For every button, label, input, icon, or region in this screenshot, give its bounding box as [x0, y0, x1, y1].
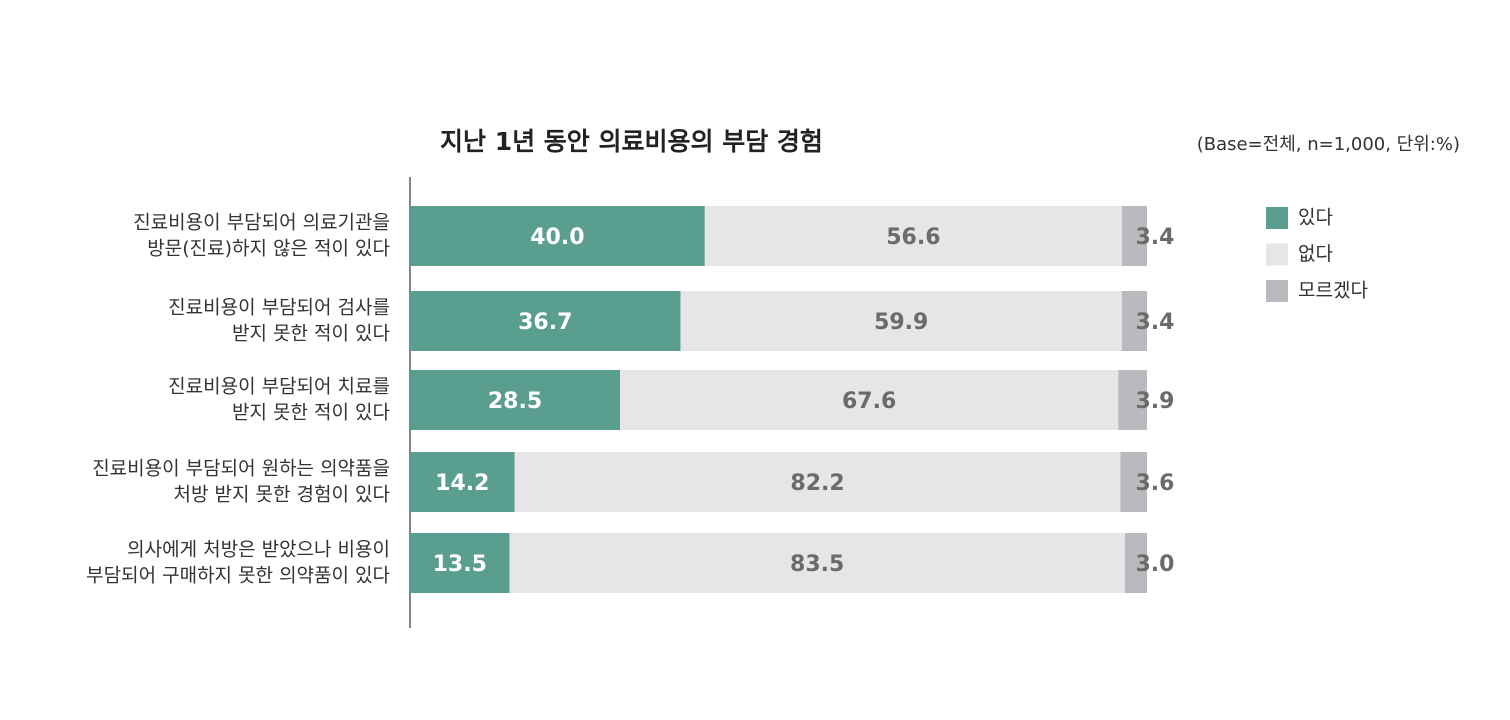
value-label: 28.5 [488, 389, 542, 414]
value-label: 3.4 [1136, 310, 1175, 335]
bar-segment [509, 533, 1125, 593]
category-label: 받지 못한 적이 있다 [232, 323, 390, 345]
value-label: 83.5 [790, 552, 844, 577]
value-label: 67.6 [842, 389, 896, 414]
category-label: 부담되어 구매하지 못한 의약품이 있다 [86, 565, 390, 587]
bar-segment [410, 452, 515, 512]
value-label: 3.9 [1136, 389, 1175, 414]
value-label: 82.2 [790, 471, 844, 496]
bar-segment [410, 291, 681, 351]
legend-swatch [1266, 280, 1288, 302]
value-label: 56.6 [886, 225, 940, 250]
legend-label: 없다 [1298, 243, 1333, 265]
bar-segment [1121, 206, 1147, 266]
value-label: 59.9 [874, 310, 928, 335]
category-label: 처방 받지 못한 경험이 있다 [174, 484, 390, 506]
bar-segment [704, 206, 1122, 266]
bar-segment [620, 370, 1119, 430]
bar-segment [1118, 370, 1147, 430]
value-label: 3.0 [1136, 552, 1175, 577]
bar-segment [680, 291, 1122, 351]
bar-segment [1120, 452, 1147, 512]
bar-segment [410, 370, 621, 430]
bar-segment [410, 206, 705, 266]
bar-segment [1124, 533, 1147, 593]
legend-label: 모르겠다 [1298, 280, 1368, 302]
category-label: 진료비용이 부담되어 검사를 [168, 297, 390, 319]
value-label: 14.2 [435, 471, 489, 496]
bar-segment [1121, 291, 1147, 351]
category-label: 진료비용이 부담되어 원하는 의약품을 [92, 458, 390, 480]
value-label: 13.5 [433, 552, 487, 577]
value-label: 3.4 [1136, 225, 1175, 250]
category-label: 의사에게 처방은 받았으나 비용이 [127, 539, 390, 561]
bar-segment [410, 533, 510, 593]
category-label: 진료비용이 부담되어 치료를 [168, 376, 390, 398]
value-label: 3.6 [1136, 471, 1175, 496]
category-label: 받지 못한 적이 있다 [232, 402, 390, 424]
value-label: 40.0 [530, 225, 584, 250]
legend-label: 있다 [1298, 207, 1333, 229]
bar-segment [514, 452, 1121, 512]
chart-subtitle: (Base=전체, n=1,000, 단위:%) [1197, 134, 1460, 155]
legend-swatch [1266, 207, 1288, 229]
category-label: 진료비용이 부담되어 의료기관을 [133, 212, 390, 234]
chart-title: 지난 1년 동안 의료비용의 부담 경험 [440, 127, 823, 156]
category-label: 방문(진료)하지 않은 적이 있다 [147, 238, 390, 260]
legend-swatch [1266, 243, 1288, 266]
value-label: 36.7 [518, 310, 572, 335]
